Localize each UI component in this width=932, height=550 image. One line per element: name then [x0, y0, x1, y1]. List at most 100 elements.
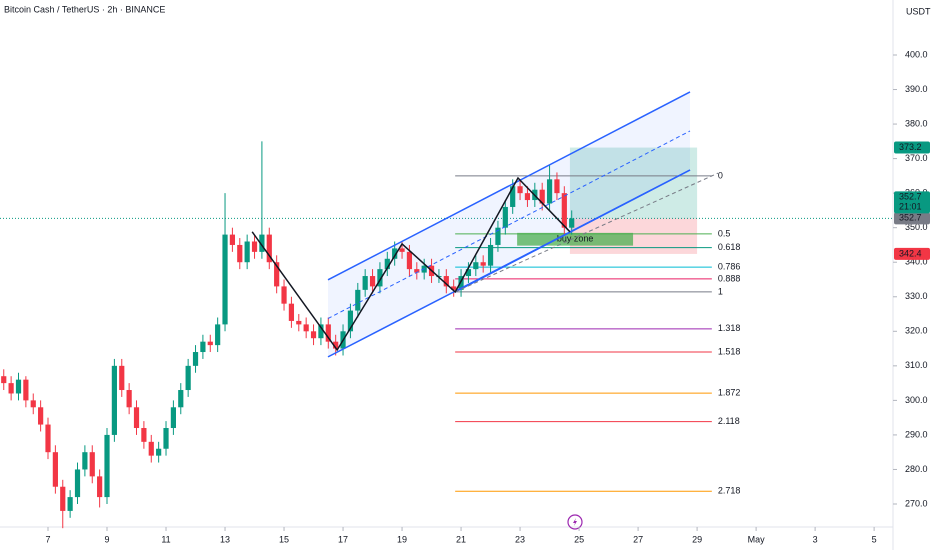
candle-body — [60, 486, 66, 511]
zigzag — [251, 176, 571, 352]
candle-body — [266, 234, 272, 263]
candle-body — [133, 407, 140, 429]
candle-body — [1, 376, 7, 384]
candle-body — [192, 352, 199, 366]
x-tick-label: 3 — [813, 534, 818, 544]
fib-label: 1.518 — [718, 346, 741, 356]
candle-body — [67, 497, 73, 511]
fib-label: 2.118 — [718, 416, 740, 426]
candle-body — [229, 234, 236, 245]
candle-body — [369, 276, 376, 287]
candle-body — [377, 269, 383, 287]
candle-body — [502, 206, 508, 228]
candle-body — [104, 434, 110, 498]
candle-body — [23, 379, 29, 401]
candle-body — [318, 324, 324, 339]
candle-body — [325, 324, 331, 342]
price-tag — [894, 141, 930, 154]
candle-body — [38, 407, 44, 425]
x-tick-label: 7 — [45, 534, 50, 544]
y-tick-label: 330.0 — [905, 291, 928, 301]
candle-body — [384, 258, 390, 270]
fib-label: 0.5 — [718, 228, 731, 238]
lightning-icon[interactable] — [567, 514, 583, 530]
candle-body — [333, 341, 339, 349]
candle-body — [222, 234, 228, 325]
candle-body — [170, 407, 176, 429]
candle-body — [310, 331, 317, 339]
buy-zone-label: buy zone — [557, 234, 594, 244]
x-tick-label: May — [748, 534, 766, 544]
y-tick-label: 290.0 — [905, 429, 928, 439]
candle-body — [8, 383, 14, 394]
candle-body — [480, 262, 486, 266]
y-tick-label: 400.0 — [905, 49, 928, 59]
candle-body — [495, 227, 501, 245]
candle-body — [554, 179, 560, 194]
candle-body — [414, 269, 420, 273]
price-tag-label: 373.2 — [899, 142, 922, 152]
candle-body — [15, 379, 22, 394]
candle-body — [539, 189, 545, 204]
candle-body — [303, 324, 309, 332]
candle-body — [510, 186, 516, 207]
candle-body — [74, 469, 81, 498]
channel-line — [327, 91, 691, 281]
x-tick-label: 29 — [692, 534, 702, 544]
candle-body — [288, 303, 295, 321]
candle-body — [546, 179, 553, 204]
x-tick-label: 15 — [279, 534, 289, 544]
candle-body — [281, 286, 287, 304]
candle-body — [251, 241, 258, 252]
candle-body — [362, 276, 368, 290]
x-tick-label: 11 — [161, 534, 170, 544]
x-tick-label: 19 — [397, 534, 407, 544]
y-tick-label: 310.0 — [905, 360, 928, 370]
x-tick-label: 17 — [338, 534, 348, 544]
candle-body — [347, 310, 354, 332]
y-tick-label: 380.0 — [905, 118, 928, 128]
x-tick-label: 25 — [574, 534, 584, 544]
y-tick-label: 270.0 — [905, 498, 928, 508]
candle-body — [561, 193, 567, 228]
candle-body — [259, 234, 265, 252]
candle-body — [52, 452, 58, 487]
buy-zone — [517, 232, 634, 246]
price-tag — [894, 212, 930, 225]
countdown-label: 21:01 — [899, 202, 922, 212]
fib-label: 0.888 — [718, 273, 741, 283]
candle-body — [392, 248, 398, 259]
candle-body — [207, 341, 213, 346]
x-tick-label: 21 — [456, 534, 466, 544]
fib-label: 1.872 — [718, 388, 741, 398]
candle-body — [355, 289, 361, 311]
candle-body — [399, 248, 405, 252]
candle-body — [126, 390, 132, 408]
channel-line — [454, 172, 719, 293]
y-tick-label: 280.0 — [905, 464, 928, 474]
x-tick-label: 5 — [872, 534, 877, 544]
fib-label: 2.718 — [718, 486, 741, 496]
candle-body — [163, 428, 169, 449]
candle-body — [487, 244, 494, 266]
fib-label: 1.318 — [718, 323, 741, 333]
candle-body — [215, 324, 221, 346]
y-tick-label: 390.0 — [905, 84, 928, 94]
candle-body — [45, 424, 51, 453]
candle-body — [524, 193, 531, 201]
candle-body — [274, 262, 280, 287]
candle-body — [473, 262, 479, 270]
fib-label: 0 — [718, 170, 723, 180]
channel-line — [327, 130, 691, 319]
candle-body — [97, 476, 103, 498]
fib-label: 0.786 — [718, 261, 741, 271]
fib-label: 1 — [718, 286, 723, 296]
price-tag-label: 342.4 — [899, 248, 922, 258]
channel-line — [454, 169, 691, 293]
price-tag-label: 352.7 — [899, 213, 922, 223]
candle-body — [443, 276, 449, 287]
price-tag-label: 352.7 — [899, 192, 922, 202]
candle-body — [244, 241, 250, 263]
y-tick-label: 350.0 — [905, 222, 928, 232]
